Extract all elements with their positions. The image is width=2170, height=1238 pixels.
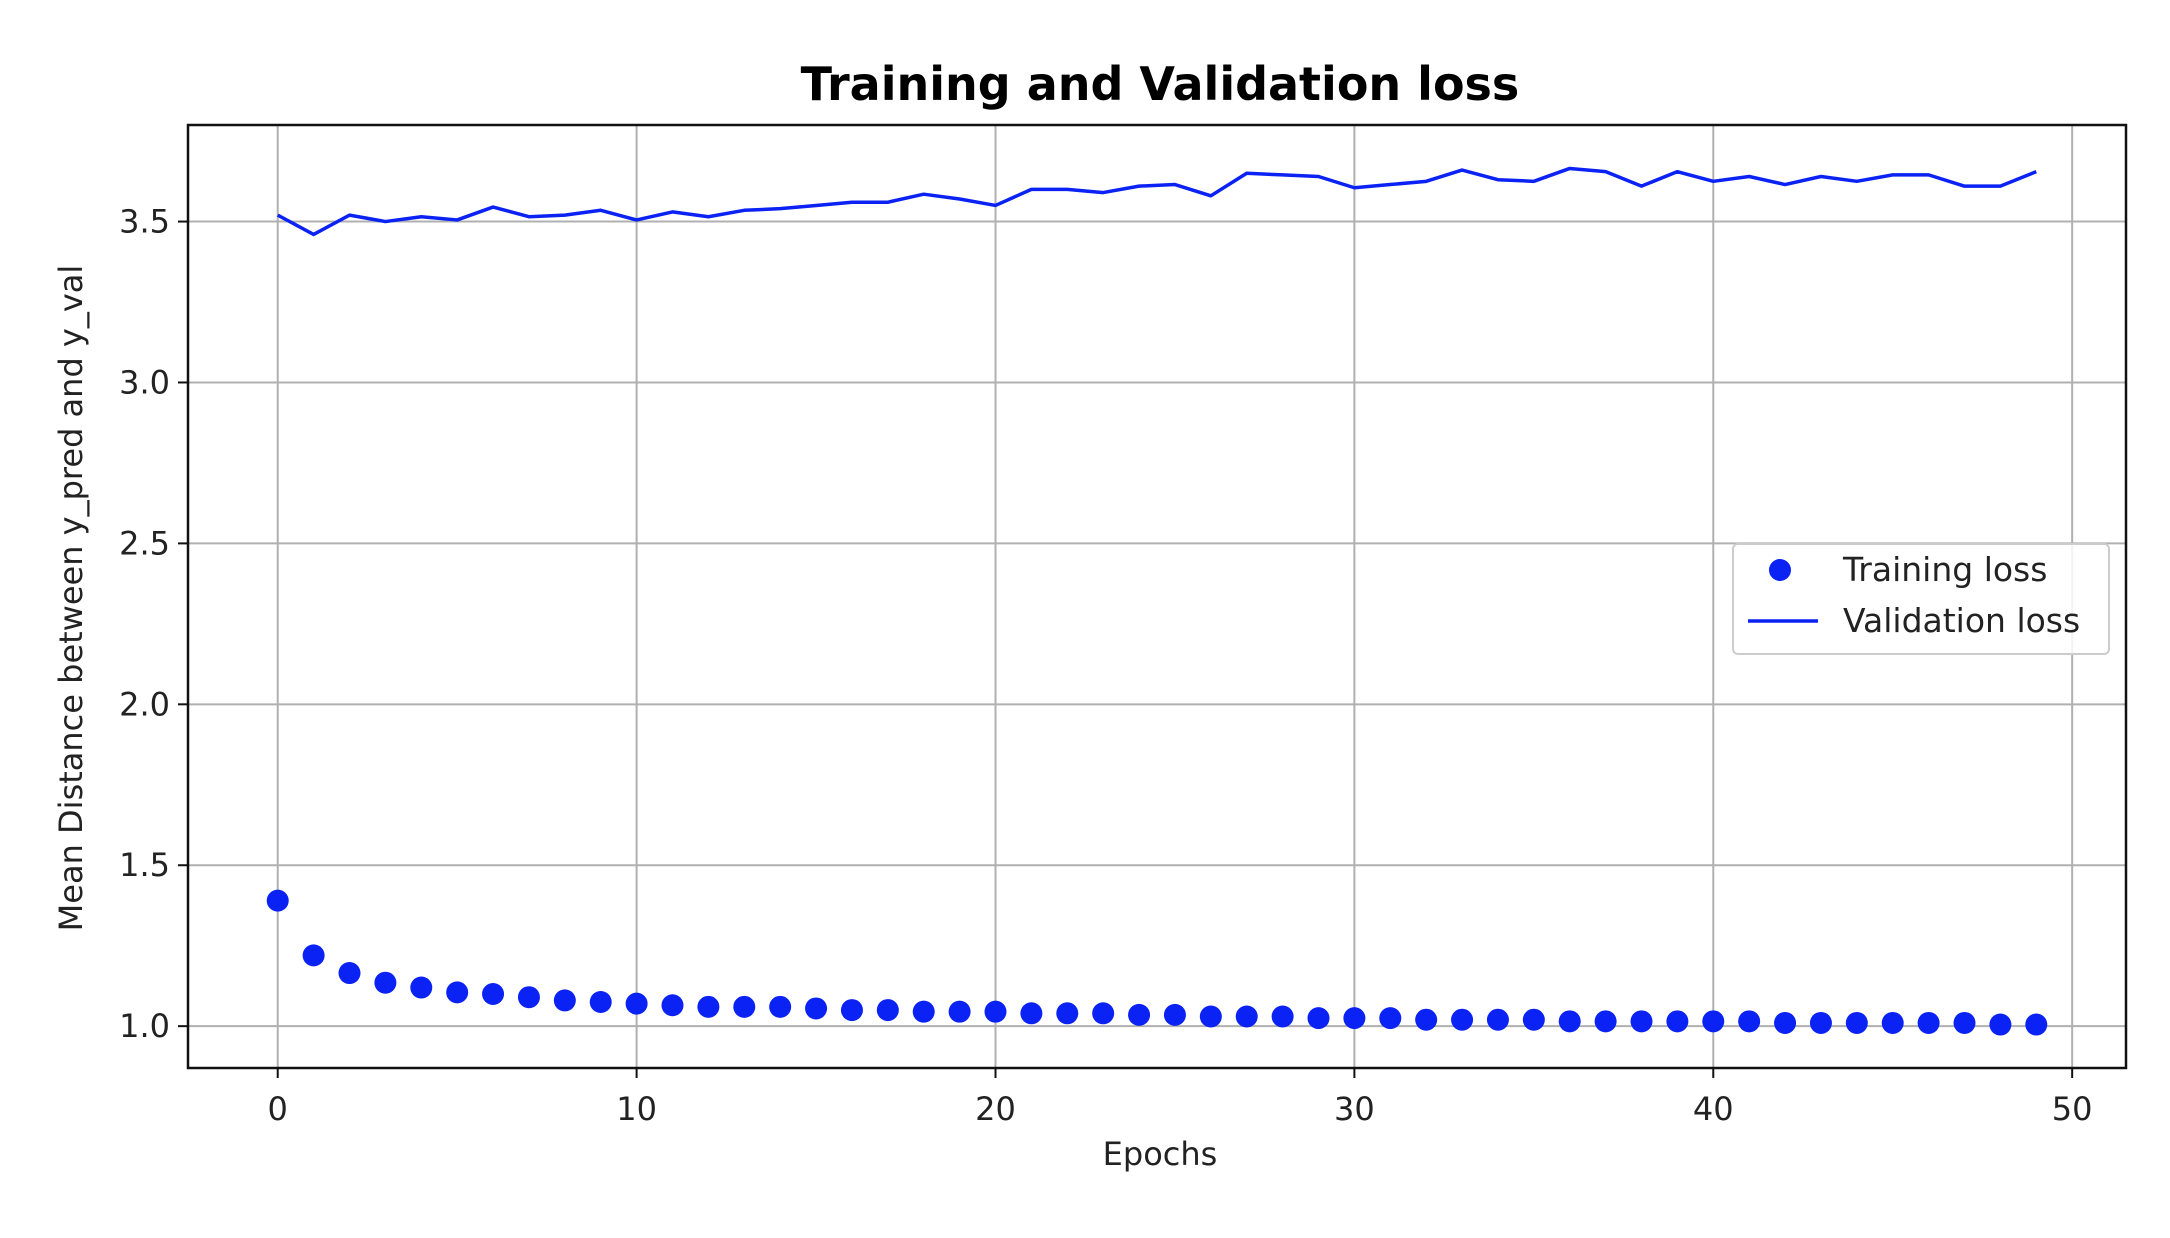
x-axis-label: Epochs <box>1103 1135 1218 1173</box>
training-loss-point <box>1092 1002 1115 1025</box>
legend-label-validation: Validation loss <box>1843 601 2080 640</box>
training-loss-point <box>338 962 361 985</box>
x-axis-ticks: 0 10 20 30 40 50 <box>268 1068 2093 1128</box>
y-tick-label: 2.0 <box>119 685 170 723</box>
validation-loss-line <box>276 166 2037 237</box>
training-loss-point <box>1379 1007 1402 1030</box>
training-loss-point <box>912 1000 935 1023</box>
training-loss-point <box>374 971 397 994</box>
x-tick-label: 20 <box>975 1090 1016 1128</box>
training-loss-point <box>625 992 648 1015</box>
training-loss-point <box>410 976 433 999</box>
training-loss-point <box>805 997 828 1020</box>
training-loss-point <box>733 995 756 1018</box>
y-axis-ticks: 1.0 1.5 2.0 2.5 3.0 3.5 <box>119 203 188 1045</box>
training-loss-point <box>1774 1011 1797 1034</box>
series-layer <box>266 166 2048 1036</box>
x-tick-label: 0 <box>268 1090 288 1128</box>
y-tick-label: 3.5 <box>119 203 170 241</box>
training-loss-point <box>661 994 684 1017</box>
training-loss-point <box>1881 1011 1904 1034</box>
training-loss-point <box>553 989 576 1012</box>
training-loss-point <box>697 995 720 1018</box>
training-loss-point <box>2025 1013 2048 1036</box>
training-loss-point <box>1630 1010 1653 1033</box>
training-loss-point <box>1451 1008 1474 1031</box>
y-tick-label: 1.5 <box>119 846 170 884</box>
training-loss-point <box>1594 1010 1617 1033</box>
training-loss-point <box>1235 1005 1258 1028</box>
training-loss-point <box>1666 1010 1689 1033</box>
legend: Training loss Validation loss <box>1732 543 2110 655</box>
y-tick-label: 2.5 <box>119 524 170 562</box>
training-loss-point <box>1738 1010 1761 1033</box>
x-tick-label: 40 <box>1693 1090 1734 1128</box>
training-loss-point <box>840 999 863 1022</box>
plot-frame <box>186 123 2128 1070</box>
training-loss-point <box>1415 1008 1438 1031</box>
chart-title: Training and Validation loss <box>801 57 1520 111</box>
training-loss-point <box>876 999 899 1022</box>
training-loss-point <box>1199 1005 1222 1028</box>
training-loss-point <box>1271 1005 1294 1028</box>
legend-box <box>1732 543 2110 655</box>
training-loss-point <box>482 982 505 1005</box>
training-loss-point <box>1558 1010 1581 1033</box>
legend-label-training: Training loss <box>1842 550 2047 589</box>
training-loss-point <box>1989 1013 2012 1036</box>
training-loss-point <box>302 944 325 967</box>
training-loss-point <box>948 1000 971 1023</box>
training-loss-point <box>769 995 792 1018</box>
training-loss-point <box>1163 1003 1186 1026</box>
training-loss-point <box>1020 1002 1043 1025</box>
training-loss-point <box>446 981 469 1004</box>
training-loss-point <box>1702 1010 1725 1033</box>
training-loss-point <box>1953 1011 1976 1034</box>
training-loss-point <box>1522 1008 1545 1031</box>
training-loss-point <box>1128 1003 1151 1026</box>
y-axis-label: Mean Distance between y_pred and y_val <box>52 265 90 932</box>
training-loss-point <box>1056 1002 1079 1025</box>
training-loss-point <box>1486 1008 1509 1031</box>
training-loss-point <box>517 986 540 1009</box>
y-tick-label: 1.0 <box>119 1007 170 1045</box>
x-tick-label: 30 <box>1334 1090 1375 1128</box>
y-tick-label: 3.0 <box>119 363 170 401</box>
training-loss-point <box>266 889 289 912</box>
training-loss-point <box>1343 1007 1366 1030</box>
training-loss-point <box>1809 1011 1832 1034</box>
legend-marker-training <box>1769 559 1791 581</box>
training-loss-point <box>1307 1007 1330 1030</box>
training-loss-point <box>1845 1011 1868 1034</box>
training-loss-point <box>589 991 612 1014</box>
x-tick-label: 50 <box>2052 1090 2093 1128</box>
training-loss-point <box>984 1000 1007 1023</box>
x-tick-label: 10 <box>616 1090 657 1128</box>
training-loss-point <box>1917 1011 1940 1034</box>
